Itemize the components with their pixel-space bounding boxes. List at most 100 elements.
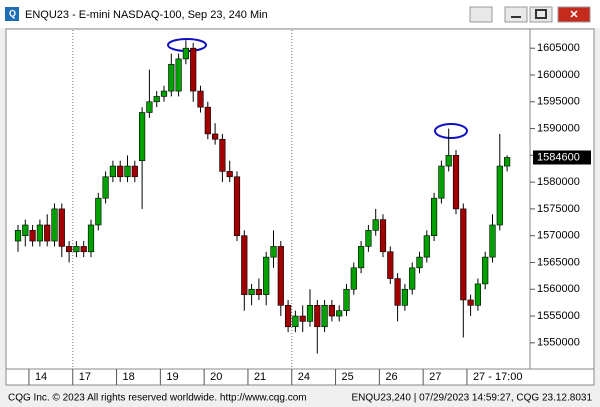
candle-body: [357, 246, 365, 269]
last-price-box: [533, 150, 591, 165]
x-tick-label: 17: [79, 371, 91, 383]
candle-body: [263, 256, 270, 295]
y-tick-label: 1570000: [537, 230, 580, 242]
candle-body: [365, 230, 372, 247]
link-button[interactable]: [469, 6, 493, 23]
candle-body: [197, 90, 204, 108]
candle-body: [58, 208, 65, 247]
y-tick-label: 1595000: [537, 96, 580, 108]
candle-body: [460, 208, 467, 301]
candle-body: [212, 133, 219, 140]
x-tick-label: 24: [298, 371, 310, 383]
candle-body: [343, 288, 350, 311]
candle-body: [146, 101, 153, 113]
candle-body: [387, 251, 394, 279]
x-tick-label: 27: [429, 371, 441, 383]
candle-body: [430, 197, 438, 236]
y-tick-label: 1590000: [537, 122, 580, 134]
y-tick-label: 1575000: [537, 203, 580, 215]
candle-body: [255, 288, 263, 295]
candle-body: [482, 256, 489, 285]
candle-body: [153, 96, 160, 103]
x-tick-label: 21: [254, 371, 266, 383]
candle-body: [496, 165, 503, 226]
app-icon-glyph: Q: [9, 8, 16, 18]
y-tick-label: 1605000: [537, 42, 580, 54]
y-tick-label: 1560000: [537, 283, 580, 295]
candle-body: [22, 224, 29, 236]
x-tick-label: 18: [123, 371, 135, 383]
y-tick-label: 1565000: [537, 256, 580, 268]
candle-body: [168, 63, 175, 92]
candle-body: [204, 106, 211, 135]
app-icon: [5, 7, 19, 21]
candle-body: [51, 208, 58, 242]
window-title: ENQU23 - E-mini NASDAQ-100, Sep 23, 240 …: [25, 9, 268, 21]
candle-body: [474, 283, 482, 306]
candle-body: [503, 157, 511, 167]
candle-body: [175, 58, 182, 92]
candle-body: [467, 299, 474, 306]
candle-body: [336, 310, 343, 317]
candle-body: [109, 165, 116, 178]
candle-body: [139, 112, 146, 162]
candle-body: [292, 315, 299, 328]
y-tick-label: 1600000: [537, 69, 580, 81]
candle-body: [438, 165, 445, 199]
candle-body: [328, 305, 336, 317]
y-tick-label: 1555000: [537, 310, 580, 322]
annotation-oval: [434, 123, 468, 139]
x-tick-label: 19: [166, 371, 178, 383]
candle-body: [124, 165, 131, 178]
close-button[interactable]: [557, 6, 591, 23]
candle-body: [248, 288, 255, 295]
candle-body: [95, 197, 102, 226]
last-price-label: 1584600: [537, 151, 580, 163]
candle-body: [314, 305, 321, 328]
title-bar: [0, 0, 600, 28]
y-tick-label: 1580000: [537, 176, 580, 188]
candle-body: [401, 288, 409, 306]
candle-body: [379, 219, 387, 253]
candle-body: [241, 235, 248, 295]
svg-text:✕: ✕: [569, 9, 578, 21]
candle-body: [80, 246, 87, 253]
candle-body: [160, 90, 168, 97]
candle-body: [66, 246, 73, 253]
candle-body: [299, 315, 306, 322]
candle-body: [277, 246, 284, 306]
candle-body: [306, 305, 314, 322]
candle-body: [270, 246, 277, 258]
candle-body: [423, 235, 430, 258]
x-tick-label: 14: [35, 371, 47, 383]
x-tick-label: 26: [385, 371, 397, 383]
candle-body: [284, 305, 292, 328]
candle-body: [233, 176, 241, 236]
candle-body: [219, 138, 226, 172]
candle-body: [350, 267, 357, 290]
candle-body: [190, 47, 197, 92]
candle-body: [372, 219, 379, 231]
candle-body: [416, 256, 423, 269]
minimize-button[interactable]: [504, 6, 528, 23]
candle-body: [102, 176, 109, 199]
candle-body: [36, 224, 43, 242]
x-tick-label: 27 - 17:00: [473, 371, 523, 383]
candle-body: [489, 224, 496, 258]
candle-body: [452, 155, 460, 210]
candle-body: [321, 305, 328, 328]
candle-body: [226, 171, 233, 178]
candle-body: [44, 224, 51, 242]
x-tick-label: 25: [342, 371, 354, 383]
candle-body: [394, 278, 401, 306]
candle-body: [409, 267, 416, 290]
footer-status: ENQU23,240 | 07/29/2023 14:59:27, CQG 23…: [351, 393, 592, 404]
chart-area: [5, 28, 595, 386]
candle-body: [131, 165, 138, 178]
y-tick-label: 1550000: [537, 337, 580, 349]
candle-body: [87, 224, 95, 253]
x-tick-label: 20: [210, 371, 222, 383]
candle-body: [14, 230, 22, 242]
footer-copyright: CQG Inc. © 2023 All rights reserved worl…: [8, 393, 307, 404]
